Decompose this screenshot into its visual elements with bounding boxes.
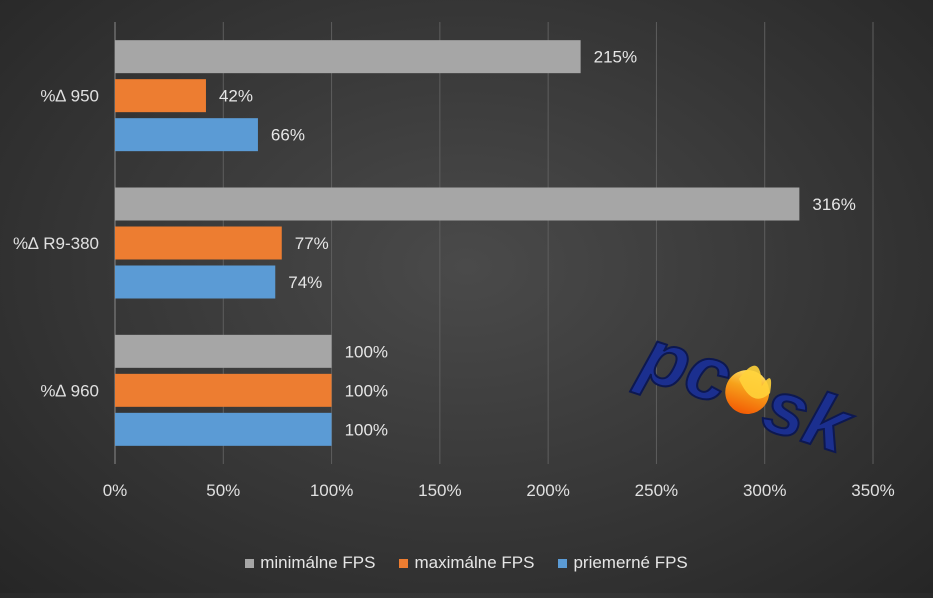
legend-label: maximálne FPS — [414, 553, 535, 572]
bar — [115, 412, 332, 446]
legend-swatch — [245, 558, 255, 568]
bars — [115, 40, 800, 446]
legend-item: minimálne FPS — [245, 553, 375, 573]
x-tick-label: 100% — [310, 481, 353, 500]
data-labels: 215% 42% 66% 316% 77% 74% 100% 100% 100% — [219, 48, 856, 440]
x-tick-label: 350% — [851, 481, 894, 500]
pcsk-logo: pc sk — [628, 311, 865, 472]
x-tick-label: 0% — [103, 481, 128, 500]
x-tick-label: 200% — [526, 481, 569, 500]
data-label: 100% — [345, 420, 388, 439]
bar — [115, 265, 276, 299]
category-label: %∆ 950 — [40, 87, 99, 106]
bar — [115, 226, 282, 260]
legend-swatch — [399, 558, 409, 568]
bar — [115, 373, 332, 407]
category-label: %∆ 960 — [40, 381, 99, 400]
data-label: 100% — [345, 381, 388, 400]
legend: minimálne FPS maximálne FPS priemerné FPS — [0, 553, 933, 573]
data-label: 66% — [271, 126, 305, 145]
data-label: 77% — [295, 234, 329, 253]
data-label: 74% — [288, 273, 322, 292]
bar — [115, 40, 581, 74]
x-tick-label: 250% — [635, 481, 678, 500]
x-tick-labels: 0% 50% 100% 150% 200% 250% 300% 350% — [103, 481, 895, 500]
data-label: 42% — [219, 87, 253, 106]
data-label: 215% — [594, 48, 637, 67]
category-label: %∆ R9-380 — [13, 234, 99, 253]
legend-label: priemerné FPS — [573, 553, 688, 572]
legend-label: minimálne FPS — [260, 553, 376, 572]
x-tick-label: 300% — [743, 481, 786, 500]
bar — [115, 187, 800, 221]
data-label: 100% — [345, 342, 388, 361]
x-tick-label: 50% — [206, 481, 240, 500]
bar — [115, 79, 206, 113]
legend-item: priemerné FPS — [558, 553, 688, 573]
x-tick-label: 150% — [418, 481, 461, 500]
data-label: 316% — [812, 195, 855, 214]
category-labels: %∆ 950 %∆ R9-380 %∆ 960 — [13, 87, 99, 401]
legend-item: maximálne FPS — [399, 553, 534, 573]
svg-text:pc: pc — [629, 312, 742, 421]
bar — [115, 334, 332, 368]
legend-swatch — [558, 558, 568, 568]
bar — [115, 118, 258, 152]
